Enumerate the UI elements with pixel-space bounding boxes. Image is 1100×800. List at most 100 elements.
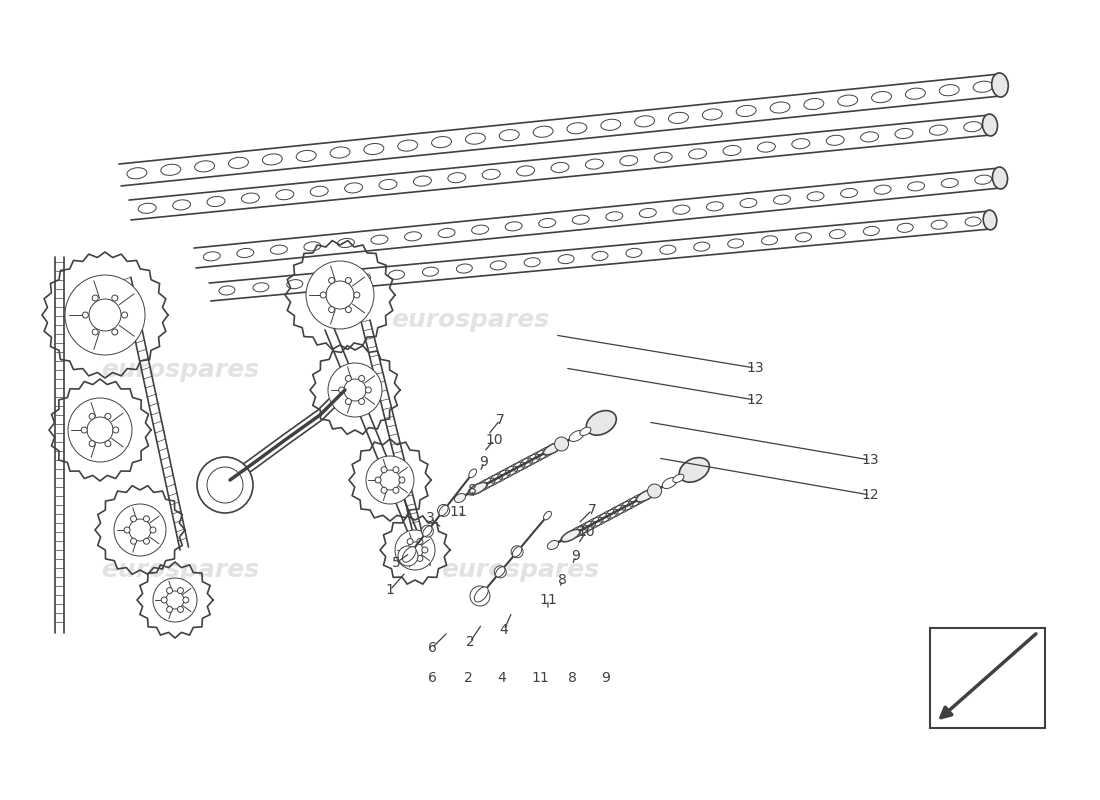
Ellipse shape xyxy=(569,430,584,442)
Ellipse shape xyxy=(895,129,913,138)
Circle shape xyxy=(345,375,351,382)
Ellipse shape xyxy=(525,258,540,267)
Ellipse shape xyxy=(364,143,384,154)
Circle shape xyxy=(393,487,399,494)
Ellipse shape xyxy=(829,230,846,238)
Text: 3: 3 xyxy=(426,511,434,525)
Circle shape xyxy=(381,487,387,494)
Circle shape xyxy=(354,292,360,298)
Ellipse shape xyxy=(207,197,226,206)
Circle shape xyxy=(166,591,184,609)
Circle shape xyxy=(89,414,95,419)
Ellipse shape xyxy=(673,205,690,214)
Circle shape xyxy=(648,484,661,498)
Circle shape xyxy=(320,292,327,298)
Circle shape xyxy=(328,363,382,417)
Circle shape xyxy=(438,505,450,517)
Circle shape xyxy=(329,278,334,283)
Circle shape xyxy=(89,299,121,331)
Ellipse shape xyxy=(592,251,608,261)
Ellipse shape xyxy=(905,88,925,99)
Circle shape xyxy=(89,441,95,446)
Circle shape xyxy=(421,547,428,553)
Ellipse shape xyxy=(619,156,638,166)
Circle shape xyxy=(124,527,130,533)
Ellipse shape xyxy=(558,254,574,264)
Ellipse shape xyxy=(702,109,723,120)
Ellipse shape xyxy=(517,166,535,176)
Ellipse shape xyxy=(379,179,397,190)
Circle shape xyxy=(381,466,387,473)
Circle shape xyxy=(166,588,173,594)
Ellipse shape xyxy=(543,511,551,520)
Ellipse shape xyxy=(474,587,488,602)
Circle shape xyxy=(345,398,351,405)
Ellipse shape xyxy=(482,170,500,179)
Text: 2: 2 xyxy=(463,671,472,685)
Circle shape xyxy=(131,538,136,544)
Ellipse shape xyxy=(551,162,569,173)
Ellipse shape xyxy=(562,530,580,542)
Circle shape xyxy=(403,547,408,553)
Circle shape xyxy=(494,566,506,578)
Ellipse shape xyxy=(964,122,982,132)
Ellipse shape xyxy=(534,126,553,138)
Text: 5: 5 xyxy=(392,556,400,570)
Ellipse shape xyxy=(660,245,675,254)
Ellipse shape xyxy=(271,245,287,254)
Text: 7: 7 xyxy=(587,503,596,517)
Ellipse shape xyxy=(276,190,294,200)
Ellipse shape xyxy=(689,149,706,159)
Circle shape xyxy=(87,417,113,443)
Ellipse shape xyxy=(637,490,654,502)
Text: eurospares: eurospares xyxy=(441,558,600,582)
Ellipse shape xyxy=(472,225,488,234)
Text: 8: 8 xyxy=(468,483,476,497)
Ellipse shape xyxy=(992,167,1008,189)
Circle shape xyxy=(339,387,344,393)
Ellipse shape xyxy=(173,200,190,210)
Ellipse shape xyxy=(262,154,283,165)
Circle shape xyxy=(345,306,351,313)
Ellipse shape xyxy=(572,215,590,224)
Circle shape xyxy=(112,295,118,301)
Ellipse shape xyxy=(669,112,689,123)
Circle shape xyxy=(177,606,184,612)
Ellipse shape xyxy=(161,164,180,175)
Ellipse shape xyxy=(195,161,214,172)
Text: 4: 4 xyxy=(499,623,508,637)
Circle shape xyxy=(214,474,235,496)
Ellipse shape xyxy=(974,81,993,92)
Ellipse shape xyxy=(792,138,810,149)
Ellipse shape xyxy=(930,125,947,135)
Ellipse shape xyxy=(414,176,431,186)
Ellipse shape xyxy=(580,427,591,435)
Text: 9: 9 xyxy=(480,455,488,469)
Circle shape xyxy=(131,516,136,522)
Circle shape xyxy=(92,295,98,301)
Ellipse shape xyxy=(431,137,451,148)
Text: 6: 6 xyxy=(428,641,437,655)
Circle shape xyxy=(365,387,372,393)
Ellipse shape xyxy=(654,152,672,162)
Ellipse shape xyxy=(992,73,1009,97)
Circle shape xyxy=(407,542,424,558)
Ellipse shape xyxy=(539,218,556,227)
Circle shape xyxy=(161,597,167,603)
Circle shape xyxy=(399,477,405,483)
Circle shape xyxy=(306,261,374,329)
Circle shape xyxy=(417,538,422,545)
Circle shape xyxy=(114,504,166,556)
Circle shape xyxy=(81,427,87,433)
Ellipse shape xyxy=(826,135,844,146)
Ellipse shape xyxy=(804,98,824,110)
Ellipse shape xyxy=(236,249,254,258)
Ellipse shape xyxy=(469,482,486,494)
Ellipse shape xyxy=(438,229,455,238)
Ellipse shape xyxy=(354,274,371,282)
Text: 10: 10 xyxy=(485,433,503,447)
Ellipse shape xyxy=(639,209,657,218)
Ellipse shape xyxy=(723,146,741,155)
Ellipse shape xyxy=(635,116,654,127)
Ellipse shape xyxy=(371,235,388,244)
